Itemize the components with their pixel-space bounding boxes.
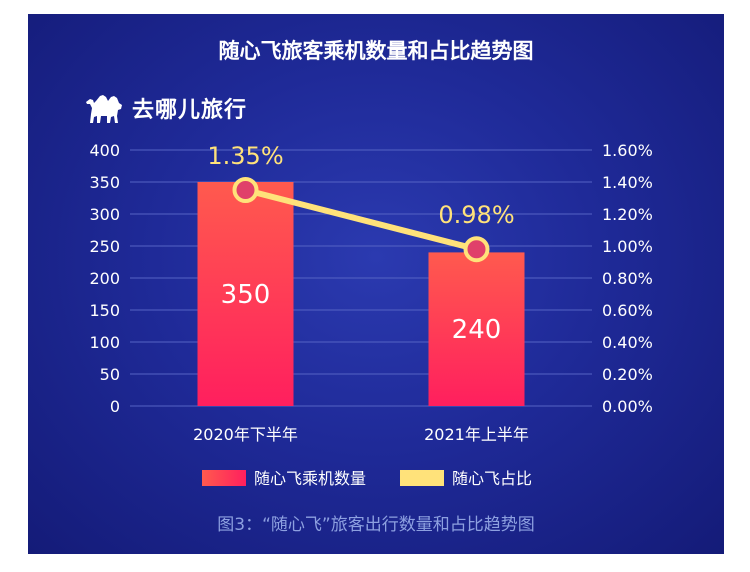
bar-value-label: 240 — [452, 315, 502, 345]
x-axis-tick-label: 2021年上半年 — [424, 425, 529, 444]
legend-label-line: 随心飞占比 — [452, 469, 532, 488]
camel-icon — [86, 95, 122, 123]
left-axis-tick-label: 150 — [89, 301, 120, 320]
bar — [428, 252, 525, 406]
left-axis-tick-label: 250 — [89, 237, 120, 256]
left-axis-tick-label: 100 — [89, 333, 120, 352]
right-axis-tick-label: 1.00% — [602, 237, 653, 256]
chart-panel: 随心飞旅客乘机数量和占比趋势图 0 50 100 150 200 250 300 350 400… — [28, 14, 724, 554]
right-axis-tick-label: 0.40% — [602, 333, 653, 352]
chart-canvas: 随心飞旅客乘机数量和占比趋势图 0 50 100 150 200 250 300 350 400… — [89, 39, 653, 535]
line-series: 1.35% 0.98% — [207, 142, 515, 263]
brand-logo: 去哪儿旅行 — [84, 92, 247, 124]
right-axis-tick-label: 1.60% — [602, 141, 653, 160]
left-axis-tick-label: 350 — [89, 173, 120, 192]
left-axis: 0 50 100 150 200 250 300 350 400 — [89, 141, 120, 416]
brand-name: 去哪儿旅行 — [132, 98, 248, 123]
right-axis-tick-label: 0.00% — [602, 397, 653, 416]
bar-value-label: 350 — [221, 280, 271, 310]
right-axis-tick-label: 1.40% — [602, 173, 653, 192]
line-point — [232, 177, 259, 203]
line-series-path — [242, 187, 480, 253]
right-axis: 0.00% 0.20% 0.40% 0.60% 0.80% 1.00% 1.20% 1.40%… — [602, 141, 653, 416]
figure-caption: 图3：“随心飞”旅客出行数量和占比趋势图 — [217, 515, 534, 535]
right-axis-tick-label: 0.60% — [602, 301, 653, 320]
legend-swatch-line — [400, 470, 444, 486]
x-axis-tick-label: 2020年下半年 — [193, 425, 298, 444]
chart-title: 随心飞旅客乘机数量和占比趋势图 — [219, 39, 534, 63]
left-axis-tick-label: 400 — [89, 141, 120, 160]
left-axis-tick-label: 50 — [100, 365, 120, 384]
line-value-label: 0.98% — [438, 201, 514, 229]
right-axis-tick-label: 1.20% — [602, 205, 653, 224]
legend-label-bar: 随心飞乘机数量 — [254, 469, 366, 488]
x-axis: 2020年下半年 2021年上半年 — [193, 425, 529, 444]
bar-series: 350 240 — [197, 182, 525, 406]
left-axis-tick-label: 200 — [89, 269, 120, 288]
right-axis-tick-label: 0.20% — [602, 365, 653, 384]
legend: 随心飞乘机数量 随心飞占比 — [202, 469, 532, 488]
left-axis-tick-label: 300 — [89, 205, 120, 224]
line-point — [463, 236, 490, 263]
line-value-label: 1.35% — [207, 142, 283, 170]
right-axis-tick-label: 0.80% — [602, 269, 653, 288]
legend-swatch-bar — [202, 470, 246, 486]
left-axis-tick-label: 0 — [110, 397, 120, 416]
bar — [197, 182, 294, 406]
